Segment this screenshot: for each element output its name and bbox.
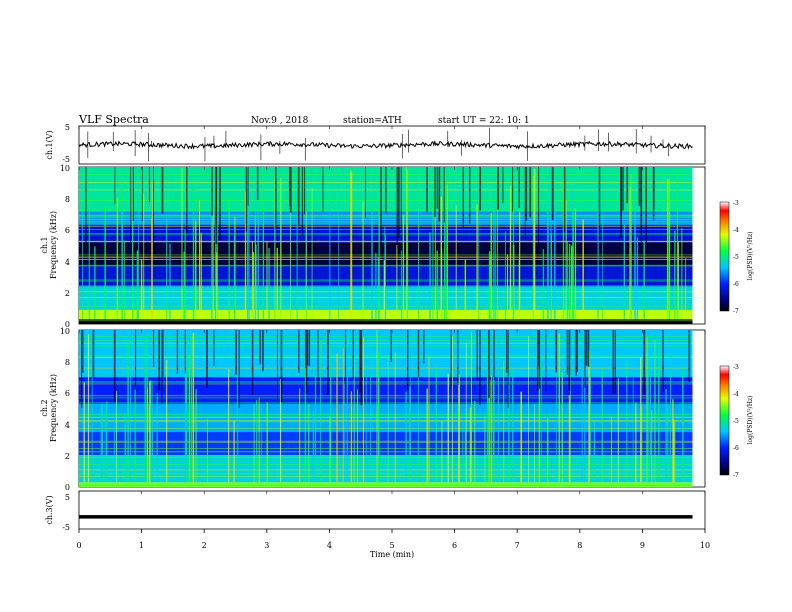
ch1-waveform-line <box>78 139 693 150</box>
time-axis-tick-label-4: 4 <box>327 541 332 550</box>
ch2-spectrogram-panel: 0 2 4 6 8 10 ch.2 Frequency (kHz) <box>40 327 706 492</box>
ch2-spec-tick-0: 0 <box>65 483 70 492</box>
time-axis-tick-label-9: 9 <box>640 541 645 550</box>
time-axis-tick-label-10: 10 <box>700 541 710 550</box>
ch1-colorbar-tick-m7: -7 <box>733 308 739 315</box>
ch2-colorbar-label: log(PSD)(V²/Hz) <box>747 396 754 445</box>
ch1-wave-tick-bottom: -5 <box>62 155 70 164</box>
figure-title: VLF Spectra <box>78 113 149 126</box>
ch1-spec-tick-4: 4 <box>65 258 70 267</box>
ch3-wave-tick-top: 5 <box>65 493 70 502</box>
start-time-label: start UT = 22: 10: 1 <box>438 116 530 126</box>
ch1-spec-tick-8: 8 <box>65 195 70 204</box>
ch1-spectrogram-panel: 0 2 4 6 8 10 ch.1 Frequency (kHz) <box>40 164 706 329</box>
ch2-spec-tick-2: 2 <box>65 452 70 461</box>
ch2-spec-band-0 <box>79 482 693 487</box>
ch3-waveform-trace <box>79 515 693 519</box>
ch2-colorbar: -3 -4 -5 -6 -7 log(PSD)(V²/Hz) <box>719 364 754 479</box>
ch1-colorbar-tick-m6: -6 <box>733 281 739 288</box>
time-axis-tick-label-6: 6 <box>452 541 457 550</box>
time-axis-tick-label-2: 2 <box>202 541 207 550</box>
ch2-spec-band-1 <box>79 455 693 483</box>
ch1-spec-tick-6: 6 <box>65 226 70 235</box>
ch1-spec-ylabel-channel: ch.1 <box>40 236 49 253</box>
station-label: station=ATH <box>343 116 402 126</box>
time-axis: 0 1 2 3 4 5 6 7 8 9 10 <box>76 126 710 550</box>
ch1-spec-band-0 <box>79 319 693 324</box>
ch1-wave-tick-top: 5 <box>65 123 70 132</box>
ch3-waveform-panel: 5 -5 ch.3(V) <box>45 490 706 532</box>
time-axis-label: Time (min) <box>370 550 414 559</box>
ch1-waveform-trace <box>78 127 693 162</box>
ch1-colorbar-tick-m3: -3 <box>733 200 739 207</box>
ch2-spec-ylabel-channel: ch.2 <box>40 399 49 416</box>
ch2-spec-ylabel-frequency: Frequency (kHz) <box>49 374 58 442</box>
ch1-wave-ylabel: ch.1(V) <box>45 130 54 159</box>
ch1-spec-tick-10: 10 <box>60 164 70 173</box>
ch1-colorbar: -3 -4 -5 -6 -7 log(PSD)(V²/Hz) <box>719 200 754 315</box>
ch3-wave-tick-bottom: -5 <box>62 523 70 532</box>
ch1-colorbar-gradient <box>719 201 730 312</box>
ch1-waveform-panel: 5 -5 ch.1(V) <box>45 123 706 165</box>
ch2-colorbar-tick-m7: -7 <box>733 472 739 479</box>
ch2-spec-tick-4: 4 <box>65 421 70 430</box>
ch1-spectrogram-image <box>79 167 693 324</box>
time-axis-tick-label-1: 1 <box>139 541 144 550</box>
ch2-colorbar-tick-m6: -6 <box>733 445 739 452</box>
time-axis-tick-label-8: 8 <box>577 541 582 550</box>
date-label: Nov.9 , 2018 <box>251 116 309 126</box>
ch2-colorbar-gradient <box>719 365 730 476</box>
time-axis-tick-label-0: 0 <box>76 541 81 550</box>
ch2-spec-tick-8: 8 <box>65 358 70 367</box>
time-axis-tick-label-5: 5 <box>389 541 394 550</box>
ch2-spec-band-4 <box>79 377 693 404</box>
ch1-spec-ylabel-frequency: Frequency (kHz) <box>49 211 58 279</box>
ch1-colorbar-tick-m4: -4 <box>733 227 739 234</box>
ch2-colorbar-tick-m4: -4 <box>733 391 739 398</box>
ch2-spec-tick-6: 6 <box>65 389 70 398</box>
ch2-spectrogram-image <box>79 330 693 487</box>
time-axis-tick-label-3: 3 <box>264 541 269 550</box>
ch3-wave-ylabel: ch.3(V) <box>45 495 54 524</box>
ch1-colorbar-tick-m5: -5 <box>733 254 739 261</box>
ch2-colorbar-tick-m5: -5 <box>733 418 739 425</box>
ch1-colorbar-label: log(PSD)(V²/Hz) <box>747 232 754 281</box>
ch1-spec-tick-2: 2 <box>65 289 70 298</box>
time-axis-tick-label-7: 7 <box>515 541 520 550</box>
ch3-waveform-frame <box>78 490 706 530</box>
ch1-spec-tick-0: 0 <box>65 320 70 329</box>
ch2-colorbar-tick-m3: -3 <box>733 364 739 371</box>
ch2-spec-band-5 <box>79 330 693 378</box>
ch2-spec-tick-10: 10 <box>60 327 70 336</box>
